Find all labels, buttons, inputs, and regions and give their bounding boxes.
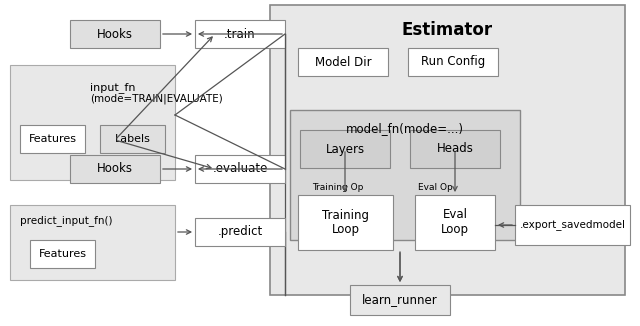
Bar — [350, 285, 450, 315]
Bar — [30, 240, 95, 268]
Bar — [20, 125, 85, 153]
Bar — [195, 218, 285, 246]
Bar — [70, 20, 160, 48]
Bar — [100, 125, 165, 153]
Text: .train: .train — [224, 27, 256, 40]
Text: .evaluate: .evaluate — [212, 162, 268, 175]
Text: Training Op: Training Op — [312, 183, 364, 192]
Bar — [10, 205, 175, 280]
Bar — [408, 48, 498, 76]
Bar — [415, 195, 495, 250]
Bar — [515, 205, 630, 245]
Text: Model Dir: Model Dir — [315, 55, 371, 68]
Text: Hooks: Hooks — [97, 162, 133, 175]
Bar — [70, 155, 160, 183]
Bar — [195, 155, 285, 183]
Text: Layers: Layers — [325, 142, 365, 156]
Text: Heads: Heads — [436, 142, 474, 156]
Text: .predict: .predict — [218, 226, 262, 239]
Text: predict_input_fn(): predict_input_fn() — [20, 215, 113, 226]
Bar — [195, 20, 285, 48]
Text: Run Config: Run Config — [421, 55, 485, 68]
Text: Labels: Labels — [115, 134, 150, 144]
Text: Estimator: Estimator — [401, 21, 493, 39]
Text: Eval Op: Eval Op — [418, 183, 452, 192]
Bar — [290, 110, 520, 240]
Text: (mode=TRAIN|EVALUATE): (mode=TRAIN|EVALUATE) — [90, 94, 223, 105]
Bar — [410, 130, 500, 168]
Text: .export_savedmodel: .export_savedmodel — [520, 219, 625, 230]
Text: Training
Loop: Training Loop — [322, 209, 369, 236]
Bar — [10, 65, 175, 180]
Bar — [270, 5, 625, 295]
Text: input_fn: input_fn — [90, 82, 136, 93]
Bar — [298, 48, 388, 76]
Text: learn_runner: learn_runner — [362, 293, 438, 306]
Bar — [300, 130, 390, 168]
Text: Eval
Loop: Eval Loop — [441, 209, 469, 236]
Text: Features: Features — [38, 249, 86, 259]
Bar — [298, 195, 393, 250]
Text: Hooks: Hooks — [97, 27, 133, 40]
Text: Features: Features — [29, 134, 77, 144]
Text: model_fn(mode=...): model_fn(mode=...) — [346, 123, 464, 136]
